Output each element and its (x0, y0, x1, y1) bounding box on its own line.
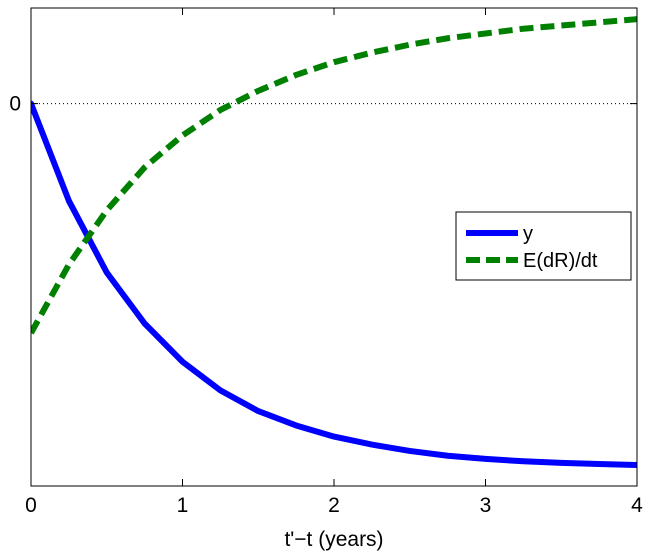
x-tick-label: 3 (480, 494, 492, 517)
legend: y E(dR)/dt (455, 211, 632, 281)
series-line-e-dr-dt (31, 16, 637, 335)
x-tick-label: 2 (328, 494, 340, 517)
x-axis-label: t'−t (years) (284, 528, 383, 551)
x-tick-label: 0 (25, 494, 37, 517)
x-tick-label: 4 (631, 494, 643, 517)
series-line-y (31, 100, 637, 468)
legend-box (455, 211, 632, 281)
x-tick-label: 1 (177, 494, 189, 517)
legend-label-y: y (523, 223, 533, 245)
legend-label-e-dr-dt: E(dR)/dt (523, 250, 598, 272)
y-tick-label: 0 (9, 93, 21, 116)
axis-ticks: 0 1 2 3 4 0 (9, 8, 643, 517)
